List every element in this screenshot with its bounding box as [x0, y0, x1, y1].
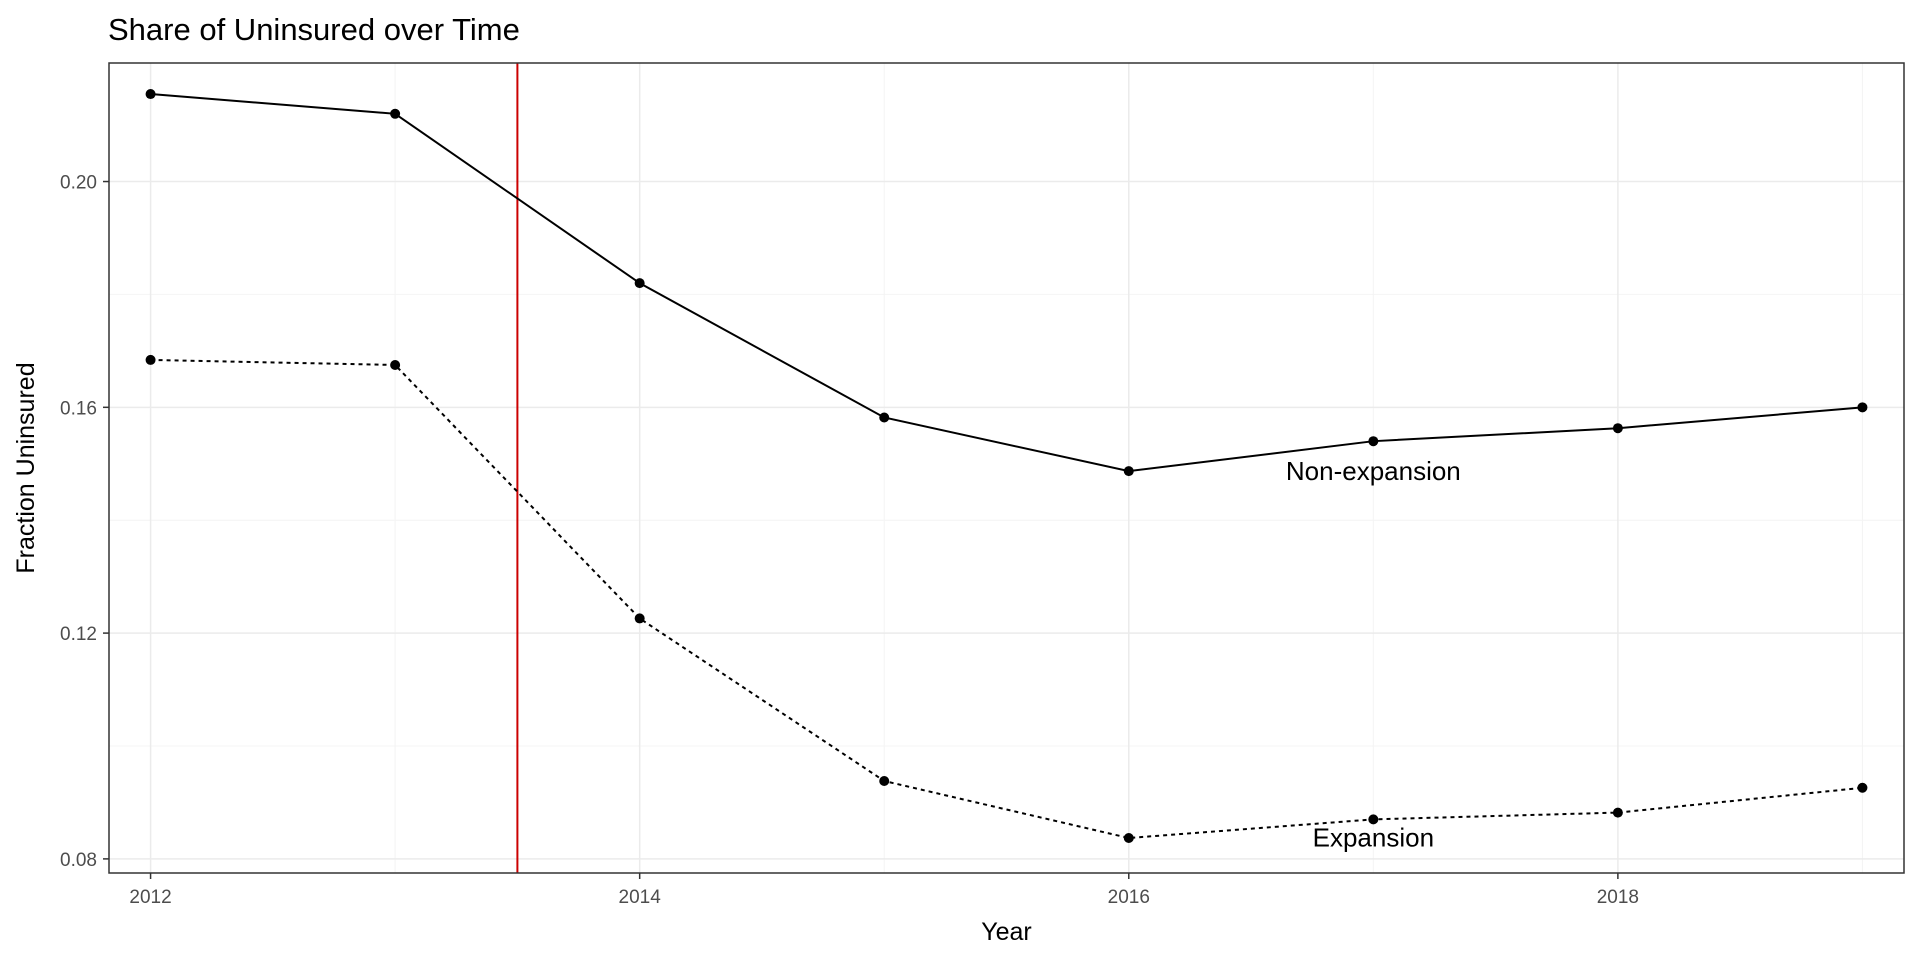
series-line-expansion	[150, 358, 1863, 840]
minor-gridlines	[109, 63, 1904, 873]
data-point-non-expansion	[634, 278, 645, 289]
chart-title: Share of Uninsured over Time	[108, 12, 520, 47]
y-tick-label: 0.08	[60, 850, 97, 871]
data-point-non-expansion	[1123, 466, 1134, 477]
data-point-expansion	[879, 775, 890, 786]
major-gridlines	[109, 63, 1904, 873]
data-point-non-expansion	[879, 412, 890, 423]
y-tick-label: 0.16	[60, 398, 97, 419]
x-tick-label: 2014	[619, 887, 662, 908]
data-point-expansion	[1123, 833, 1134, 844]
data-point-expansion	[390, 359, 401, 370]
y-tick-label: 0.12	[60, 624, 97, 645]
data-point-expansion	[1857, 782, 1868, 793]
series-label: Expansion	[1313, 822, 1434, 852]
data-point-non-expansion	[1857, 402, 1868, 413]
data-point-non-expansion	[1368, 436, 1379, 447]
y-tick-label: 0.20	[60, 173, 97, 194]
data-point-expansion	[1368, 814, 1379, 825]
data-point-non-expansion	[390, 108, 401, 119]
x-tick-label: 2012	[129, 887, 171, 908]
y-axis-ticks: 0.08 0.12 0.16 0.20	[60, 173, 109, 871]
panel-border	[108, 62, 1905, 874]
data-point-expansion	[145, 354, 156, 365]
data-point-non-expansion	[145, 89, 156, 100]
x-axis-title: Year	[981, 918, 1032, 946]
x-tick-label: 2016	[1108, 887, 1150, 908]
series-label: Non-expansion	[1286, 456, 1461, 486]
y-axis-title: Fraction Uninsured	[12, 362, 40, 573]
x-axis-ticks: 2012 2014 2016 2018	[129, 873, 1639, 908]
data-point-non-expansion	[1612, 423, 1623, 434]
series-labels: Non-expansion Expansion	[1286, 456, 1461, 852]
x-tick-label: 2018	[1597, 887, 1639, 908]
data-point-expansion	[1612, 807, 1623, 818]
data-point-expansion	[634, 613, 645, 624]
series-layer	[145, 89, 1868, 844]
series-line-non-expansion	[150, 93, 1863, 473]
